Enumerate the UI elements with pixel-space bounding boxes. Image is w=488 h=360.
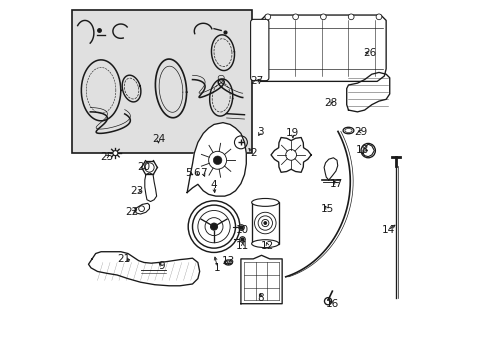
Text: 14: 14 — [381, 225, 394, 235]
Polygon shape — [187, 123, 246, 196]
Text: 12: 12 — [261, 241, 274, 251]
Circle shape — [210, 223, 217, 230]
Text: 26: 26 — [363, 48, 376, 58]
Polygon shape — [88, 252, 199, 286]
Text: 2: 2 — [250, 148, 256, 158]
Polygon shape — [362, 144, 373, 157]
Circle shape — [213, 156, 222, 165]
Circle shape — [264, 14, 270, 20]
Text: 9: 9 — [159, 261, 165, 271]
Text: 18: 18 — [355, 144, 369, 154]
Text: 3: 3 — [257, 127, 264, 136]
Circle shape — [347, 14, 353, 20]
Circle shape — [292, 14, 298, 20]
Circle shape — [113, 150, 118, 156]
Text: 8: 8 — [257, 293, 264, 303]
Text: 25: 25 — [100, 152, 113, 162]
Polygon shape — [346, 72, 389, 112]
Circle shape — [375, 14, 381, 20]
FancyBboxPatch shape — [250, 19, 268, 81]
Circle shape — [264, 222, 266, 225]
Text: 27: 27 — [250, 76, 263, 86]
Ellipse shape — [251, 240, 278, 248]
Circle shape — [320, 14, 325, 20]
Text: 10: 10 — [236, 225, 249, 235]
Text: 21: 21 — [118, 254, 131, 264]
Text: 28: 28 — [323, 98, 337, 108]
Text: 11: 11 — [236, 241, 249, 251]
Polygon shape — [324, 158, 337, 180]
Polygon shape — [258, 15, 386, 81]
Polygon shape — [155, 59, 186, 118]
Text: 1: 1 — [214, 263, 221, 273]
Text: 29: 29 — [354, 127, 367, 136]
Text: 24: 24 — [151, 134, 165, 144]
Text: 4: 4 — [210, 180, 217, 190]
Bar — [72, 10, 251, 153]
Text: 6: 6 — [192, 168, 199, 178]
Ellipse shape — [251, 198, 278, 206]
Text: 5: 5 — [185, 168, 192, 178]
Text: 16: 16 — [325, 299, 338, 309]
Text: 17: 17 — [328, 179, 342, 189]
Bar — [251, 202, 278, 244]
Text: 15: 15 — [320, 204, 333, 214]
Text: 13: 13 — [221, 256, 235, 266]
Text: 20: 20 — [137, 162, 150, 172]
Polygon shape — [241, 255, 282, 304]
Polygon shape — [270, 138, 310, 172]
Text: 22: 22 — [124, 207, 138, 217]
Text: 7: 7 — [200, 168, 206, 178]
Text: 23: 23 — [130, 186, 143, 196]
Polygon shape — [144, 173, 156, 202]
Text: 19: 19 — [285, 129, 299, 138]
Polygon shape — [135, 203, 149, 214]
